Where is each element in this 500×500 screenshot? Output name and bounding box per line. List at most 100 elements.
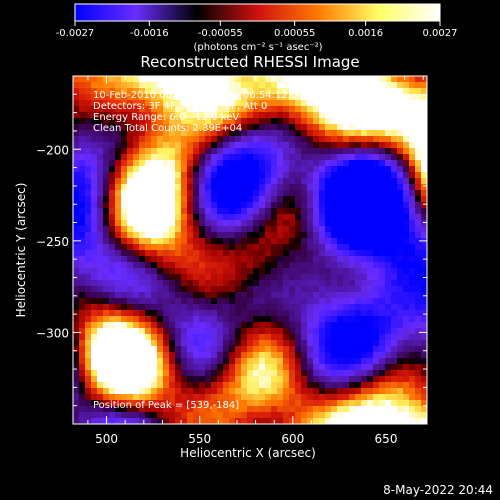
heatmap-cell <box>133 226 140 233</box>
heatmap-cell <box>373 364 380 371</box>
heatmap-cell <box>211 232 218 239</box>
heatmap-cell <box>289 124 296 131</box>
heatmap-cell <box>145 250 152 257</box>
heatmap-cell <box>241 160 248 167</box>
heatmap-cell <box>139 76 146 83</box>
heatmap-cell <box>313 88 320 95</box>
heatmap-cell <box>205 124 212 131</box>
heatmap-cell <box>295 136 302 143</box>
heatmap-cell <box>307 274 314 281</box>
heatmap-cell <box>145 406 152 413</box>
heatmap-cell <box>379 334 386 341</box>
heatmap-cell <box>331 346 338 353</box>
heatmap-cell <box>175 148 182 155</box>
heatmap-cell <box>307 178 314 185</box>
heatmap-cell <box>229 322 236 329</box>
heatmap-cell <box>169 238 176 245</box>
heatmap-cell <box>199 256 206 263</box>
heatmap-cell <box>271 130 278 137</box>
heatmap-cell <box>127 196 134 203</box>
heatmap-cell <box>169 148 176 155</box>
heatmap-cell <box>181 172 188 179</box>
heatmap-cell <box>127 406 134 413</box>
heatmap-cell <box>139 334 146 341</box>
heatmap-cell <box>337 340 344 347</box>
heatmap-cell <box>397 358 404 365</box>
heatmap-cell <box>85 226 92 233</box>
heatmap-cell <box>391 286 398 293</box>
heatmap-cell <box>253 286 260 293</box>
heatmap-cell <box>103 94 110 101</box>
heatmap-cell <box>103 274 110 281</box>
heatmap-cell <box>133 388 140 395</box>
heatmap-cell <box>187 184 194 191</box>
heatmap-cell <box>259 292 266 299</box>
heatmap-cell <box>151 112 158 119</box>
heatmap-cell <box>97 142 104 149</box>
heatmap-cell <box>223 250 230 257</box>
heatmap-cell <box>271 94 278 101</box>
heatmap-cell <box>307 352 314 359</box>
heatmap-cell <box>103 388 110 395</box>
heatmap-cell <box>193 172 200 179</box>
heatmap-cell <box>97 346 104 353</box>
heatmap-cell <box>169 352 176 359</box>
heatmap-cell <box>139 142 146 149</box>
heatmap-cell <box>169 382 176 389</box>
heatmap-cell <box>373 316 380 323</box>
heatmap-cell <box>163 208 170 215</box>
heatmap-cell <box>313 172 320 179</box>
heatmap-cell <box>355 166 362 173</box>
heatmap-cell <box>319 172 326 179</box>
heatmap-cell <box>211 376 218 383</box>
heatmap-cell <box>199 76 206 83</box>
heatmap-cell <box>247 298 254 305</box>
heatmap-cell <box>193 130 200 137</box>
heatmap-cell <box>397 352 404 359</box>
heatmap-cell <box>241 412 248 419</box>
heatmap-cell <box>337 82 344 89</box>
heatmap-cell <box>175 154 182 161</box>
heatmap-cell <box>331 184 338 191</box>
heatmap-cell <box>313 94 320 101</box>
heatmap-cell <box>379 166 386 173</box>
heatmap-cell <box>91 280 98 287</box>
heatmap-cell <box>361 310 368 317</box>
heatmap-cell <box>325 268 332 275</box>
heatmap-cell <box>385 400 392 407</box>
heatmap-cell <box>313 328 320 335</box>
heatmap-cell <box>397 130 404 137</box>
heatmap-cell <box>271 328 278 335</box>
heatmap-cell <box>145 304 152 311</box>
heatmap-cell <box>415 118 422 125</box>
heatmap-cell <box>331 268 338 275</box>
heatmap-cell <box>169 364 176 371</box>
heatmap-cell <box>97 178 104 185</box>
heatmap-cell <box>313 226 320 233</box>
heatmap-cell <box>187 394 194 401</box>
heatmap-cell <box>193 118 200 125</box>
heatmap-cell <box>181 382 188 389</box>
heatmap-cell <box>271 190 278 197</box>
heatmap-cell <box>139 274 146 281</box>
heatmap-cell <box>361 190 368 197</box>
heatmap-cell <box>187 316 194 323</box>
heatmap-cell <box>73 190 80 197</box>
heatmap-cell <box>91 244 98 251</box>
heatmap-cell <box>331 208 338 215</box>
heatmap-cell <box>355 118 362 125</box>
heatmap-cell <box>121 292 128 299</box>
heatmap-cell <box>223 124 230 131</box>
heatmap-cell <box>103 136 110 143</box>
heatmap-cell <box>355 412 362 419</box>
heatmap-cell <box>73 244 80 251</box>
heatmap-cell <box>151 130 158 137</box>
heatmap-cell <box>247 334 254 341</box>
heatmap-cell <box>199 190 206 197</box>
heatmap-cell <box>385 322 392 329</box>
heatmap-cell <box>271 316 278 323</box>
heatmap-cell <box>133 304 140 311</box>
colorbar-tick-label: 0.0027 <box>423 28 458 39</box>
heatmap-cell <box>109 406 116 413</box>
heatmap-cell <box>205 394 212 401</box>
